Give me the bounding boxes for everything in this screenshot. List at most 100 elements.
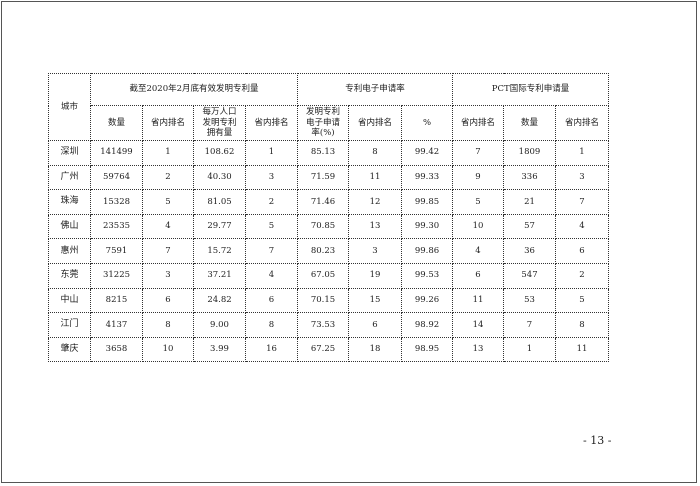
table-cell: 5 [555,287,609,314]
column-header: 省内排名 [555,105,609,141]
table-cell: 80.23 [297,238,349,264]
table-cell: 11 [555,336,609,363]
patent-statistics-table: 城市 截至2020年2月底有效发明专利量 专利电子申请率 PCT国际专利申请量 … [48,73,609,363]
table-cell: 2 [555,262,609,289]
table-cell: 11 [348,164,402,191]
city-cell: 中山 [48,287,91,314]
city-cell: 肇庆 [48,336,91,363]
table-cell: 9.00 [193,312,246,338]
table-cell: 73.53 [297,312,349,338]
table-cell: 1 [245,140,298,166]
table-cell: 36 [503,238,556,264]
table-cell: 8 [348,140,402,166]
table-cell: 15.72 [193,238,246,264]
table-cell: 5 [245,213,298,240]
table-cell: 6 [348,312,402,338]
table-cell: 8 [245,312,298,338]
group-header: 截至2020年2月底有效发明专利量 [90,73,298,106]
table-cell: 9 [452,164,504,191]
table-cell: 1 [503,336,556,363]
table-cell: 8 [142,312,194,338]
column-header: 发明专利电子申请率(%) [297,105,349,141]
table-cell: 6 [555,238,609,264]
table-cell: 4 [142,213,194,240]
column-header: 省内排名 [452,105,504,141]
table-cell: 18 [348,336,402,363]
table-cell: 37.21 [193,262,246,289]
city-cell: 东莞 [48,262,91,289]
table-cell: 10 [142,336,194,363]
table-cell: 53 [503,287,556,314]
table-cell: 19 [348,262,402,289]
city-header: 城市 [48,73,91,141]
table-cell: 99.26 [401,287,453,314]
table-cell: 99.86 [401,238,453,264]
table-row: 珠海 15328 5 81.05 2 71.46 12 99.85 5 21 7 [48,189,609,215]
table-cell: 5 [452,189,504,215]
table-cell: 99.85 [401,189,453,215]
table-cell: 1809 [503,140,556,166]
column-header: 数量 [90,105,143,141]
city-cell: 珠海 [48,189,91,215]
table-cell: 81.05 [193,189,246,215]
table-cell: 108.62 [193,140,246,166]
table-cell: 3658 [90,336,143,363]
table-cell: 8215 [90,287,143,314]
table-cell: 7 [245,238,298,264]
table-cell: 3 [555,164,609,191]
city-cell: 深圳 [48,140,91,166]
table-cell: 2 [142,164,194,191]
table-cell: 24.82 [193,287,246,314]
city-cell: 广州 [48,164,91,191]
table-cell: 7 [142,238,194,264]
page-number: - 13 - [583,434,612,447]
table-cell: 4 [245,262,298,289]
city-cell: 惠州 [48,238,91,264]
table-cell: 98.95 [401,336,453,363]
table-cell: 40.30 [193,164,246,191]
table-cell: 99.33 [401,164,453,191]
table-cell: 59764 [90,164,143,191]
table-row: 佛山 23535 4 29.77 5 70.85 13 99.30 10 57 4 [48,213,609,240]
table-cell: 67.25 [297,336,349,363]
table-cell: 10 [452,213,504,240]
table-cell: 99.30 [401,213,453,240]
table-cell: 16 [245,336,298,363]
table-cell: 99.53 [401,262,453,289]
table-cell: 85.13 [297,140,349,166]
table-cell: 12 [348,189,402,215]
table-cell: 57 [503,213,556,240]
table-cell: 15328 [90,189,143,215]
table-cell: 14 [452,312,504,338]
table-cell: 3 [245,164,298,191]
table-cell: 6 [452,262,504,289]
table-cell: 7 [452,140,504,166]
column-header: 数量 [503,105,556,141]
table-cell: 71.46 [297,189,349,215]
table-cell: 29.77 [193,213,246,240]
table-cell: 4137 [90,312,143,338]
table-cell: 1 [555,140,609,166]
table-cell: 3 [142,262,194,289]
table-cell: 70.85 [297,213,349,240]
column-header: 省内排名 [348,105,402,141]
table-cell: 141499 [90,140,143,166]
column-header: 省内排名 [245,105,298,141]
table-cell: 8 [555,312,609,338]
table-cell: 547 [503,262,556,289]
table-cell: 11 [452,287,504,314]
table-cell: 13 [452,336,504,363]
table-cell: 7 [503,312,556,338]
table-row: 广州 59764 2 40.30 3 71.59 11 99.33 9 336 3 [48,164,609,191]
table-cell: 71.59 [297,164,349,191]
table-cell: 6 [245,287,298,314]
table-cell: 21 [503,189,556,215]
column-header: 省内排名 [142,105,194,141]
table-cell: 3.99 [193,336,246,363]
table-cell: 4 [452,238,504,264]
city-cell: 佛山 [48,213,91,240]
table-cell: 3 [348,238,402,264]
table-row: 中山 8215 6 24.82 6 70.15 15 99.26 11 53 5 [48,287,609,314]
table-row: 惠州 7591 7 15.72 7 80.23 3 99.86 4 36 6 [48,238,609,264]
